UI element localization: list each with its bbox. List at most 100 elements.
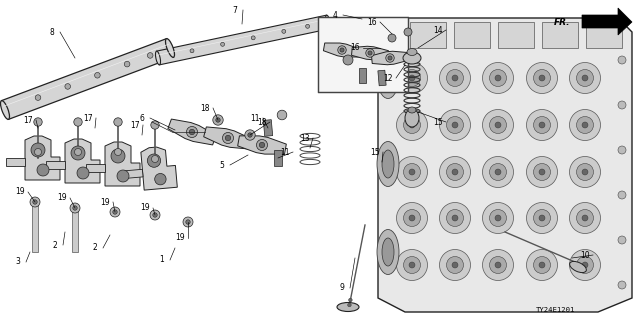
Bar bbox=[542, 22, 578, 48]
Circle shape bbox=[577, 69, 593, 86]
Text: 14: 14 bbox=[433, 26, 443, 35]
Circle shape bbox=[495, 215, 501, 221]
Circle shape bbox=[37, 164, 49, 176]
Circle shape bbox=[113, 210, 117, 214]
Circle shape bbox=[155, 173, 166, 185]
Circle shape bbox=[152, 156, 159, 163]
Bar bbox=[32, 202, 38, 252]
Circle shape bbox=[95, 73, 100, 78]
Polygon shape bbox=[25, 136, 60, 180]
Circle shape bbox=[452, 169, 458, 175]
Circle shape bbox=[403, 116, 420, 133]
Text: 7: 7 bbox=[232, 5, 237, 14]
Circle shape bbox=[534, 69, 550, 86]
Circle shape bbox=[534, 164, 550, 180]
Circle shape bbox=[397, 109, 428, 140]
Circle shape bbox=[216, 118, 220, 122]
Circle shape bbox=[452, 122, 458, 128]
Circle shape bbox=[582, 215, 588, 221]
Circle shape bbox=[147, 53, 153, 58]
Ellipse shape bbox=[408, 107, 416, 113]
Text: 4: 4 bbox=[333, 11, 337, 20]
Circle shape bbox=[190, 49, 194, 53]
Circle shape bbox=[248, 133, 252, 137]
Bar bbox=[72, 208, 78, 252]
Circle shape bbox=[366, 49, 374, 57]
Circle shape bbox=[277, 110, 287, 120]
Circle shape bbox=[447, 210, 463, 227]
Circle shape bbox=[221, 42, 225, 46]
Circle shape bbox=[403, 69, 420, 86]
Text: TY24E1201: TY24E1201 bbox=[535, 307, 575, 313]
Text: 6: 6 bbox=[140, 114, 145, 123]
Ellipse shape bbox=[326, 15, 330, 29]
Text: 3: 3 bbox=[15, 258, 20, 267]
Text: 15: 15 bbox=[433, 117, 443, 126]
Circle shape bbox=[618, 101, 626, 109]
Circle shape bbox=[582, 75, 588, 81]
Circle shape bbox=[539, 169, 545, 175]
Text: 2: 2 bbox=[93, 244, 97, 252]
Circle shape bbox=[34, 118, 42, 126]
Circle shape bbox=[30, 197, 40, 207]
Text: 19: 19 bbox=[175, 234, 185, 243]
Bar bbox=[498, 22, 534, 48]
Ellipse shape bbox=[377, 229, 399, 275]
Circle shape bbox=[495, 75, 501, 81]
Circle shape bbox=[490, 116, 506, 133]
Circle shape bbox=[483, 109, 513, 140]
Circle shape bbox=[440, 203, 470, 234]
Bar bbox=[454, 22, 490, 48]
Text: FR.: FR. bbox=[554, 18, 570, 27]
Circle shape bbox=[534, 210, 550, 227]
Circle shape bbox=[349, 298, 352, 302]
Circle shape bbox=[490, 69, 506, 86]
Circle shape bbox=[189, 129, 195, 135]
Circle shape bbox=[35, 148, 42, 156]
Circle shape bbox=[70, 203, 80, 213]
Text: 19: 19 bbox=[140, 204, 150, 212]
Circle shape bbox=[582, 169, 588, 175]
Circle shape bbox=[582, 262, 588, 268]
Bar bbox=[378, 70, 386, 86]
Circle shape bbox=[447, 69, 463, 86]
Ellipse shape bbox=[382, 62, 394, 90]
Text: 17: 17 bbox=[23, 116, 33, 124]
Circle shape bbox=[368, 51, 372, 55]
Circle shape bbox=[440, 250, 470, 281]
Circle shape bbox=[409, 169, 415, 175]
Circle shape bbox=[124, 61, 130, 67]
Polygon shape bbox=[582, 8, 632, 35]
Circle shape bbox=[403, 257, 420, 274]
Circle shape bbox=[348, 303, 351, 307]
Text: 13: 13 bbox=[300, 133, 310, 142]
Circle shape bbox=[539, 75, 545, 81]
Polygon shape bbox=[1, 39, 173, 119]
Circle shape bbox=[527, 109, 557, 140]
Circle shape bbox=[114, 118, 122, 126]
Circle shape bbox=[223, 132, 234, 144]
Circle shape bbox=[618, 191, 626, 199]
Text: 18: 18 bbox=[257, 117, 267, 126]
Circle shape bbox=[71, 146, 85, 160]
Circle shape bbox=[534, 116, 550, 133]
Circle shape bbox=[388, 56, 392, 60]
Circle shape bbox=[570, 62, 600, 93]
Ellipse shape bbox=[166, 39, 175, 57]
Circle shape bbox=[153, 213, 157, 217]
Circle shape bbox=[495, 122, 501, 128]
Text: 17: 17 bbox=[83, 114, 93, 123]
Circle shape bbox=[409, 75, 415, 81]
Circle shape bbox=[183, 217, 193, 227]
Text: 10: 10 bbox=[580, 251, 590, 260]
Circle shape bbox=[397, 250, 428, 281]
Circle shape bbox=[570, 156, 600, 188]
Text: 1: 1 bbox=[159, 255, 164, 265]
Circle shape bbox=[147, 154, 161, 167]
Circle shape bbox=[403, 164, 420, 180]
Polygon shape bbox=[141, 147, 177, 190]
Polygon shape bbox=[168, 119, 216, 145]
Circle shape bbox=[35, 95, 41, 100]
Ellipse shape bbox=[382, 238, 394, 266]
Circle shape bbox=[65, 84, 70, 89]
